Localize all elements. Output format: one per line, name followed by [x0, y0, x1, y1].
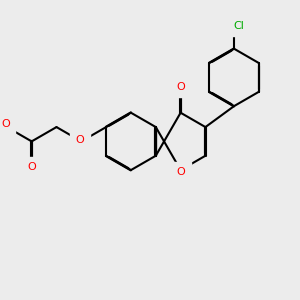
Text: O: O — [27, 162, 36, 172]
Text: O: O — [176, 167, 185, 177]
Text: O: O — [76, 135, 84, 145]
Text: Cl: Cl — [233, 21, 244, 31]
Text: O: O — [1, 119, 10, 129]
Text: O: O — [176, 82, 185, 92]
